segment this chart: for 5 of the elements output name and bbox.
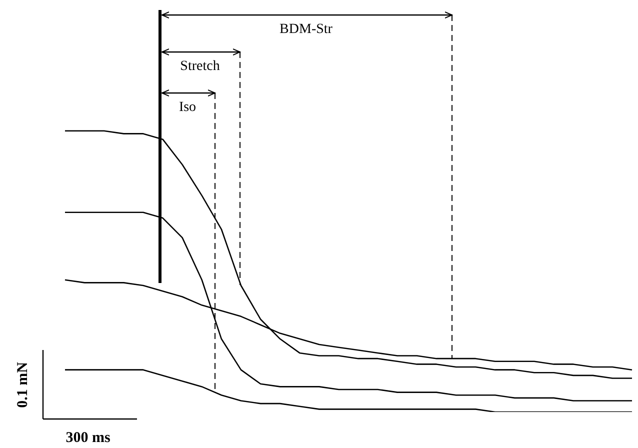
text: Iso (178, 100, 196, 115)
text: Stretch (180, 59, 220, 74)
text: 300 ms (66, 430, 110, 446)
text: 0.1 mN (15, 362, 31, 408)
text: BDM-Str (280, 22, 333, 37)
